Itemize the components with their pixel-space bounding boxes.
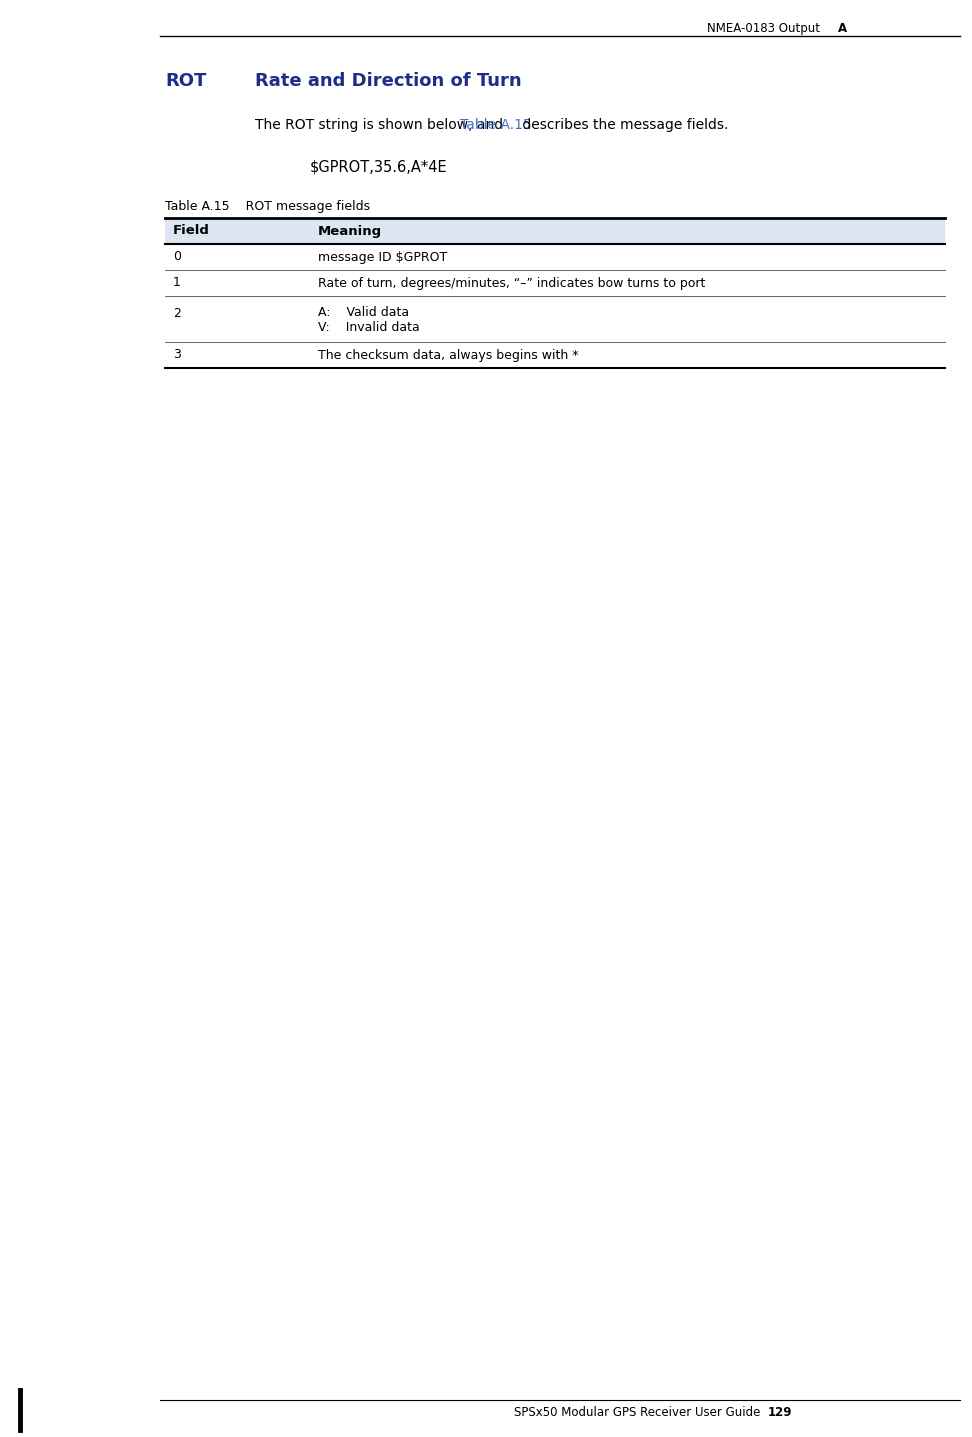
Bar (165, 218, 945, 244)
Text: 1: 1 (173, 276, 181, 289)
Text: 0: 0 (173, 250, 181, 263)
Text: Meaning: Meaning (318, 224, 382, 237)
Text: NMEA-0183 Output: NMEA-0183 Output (707, 22, 820, 34)
Text: describes the message fields.: describes the message fields. (518, 118, 729, 132)
Text: SPSx50 Modular GPS Receiver User Guide: SPSx50 Modular GPS Receiver User Guide (513, 1405, 760, 1418)
Text: 129: 129 (768, 1405, 792, 1418)
Text: A: A (838, 22, 848, 34)
Text: V:    Invalid data: V: Invalid data (318, 320, 420, 333)
Text: Field: Field (173, 224, 210, 237)
Text: $GPROT,35.6,A*4E: $GPROT,35.6,A*4E (310, 160, 448, 175)
Text: Table A.15    ROT message fields: Table A.15 ROT message fields (165, 200, 370, 213)
Text: The checksum data, always begins with *: The checksum data, always begins with * (318, 349, 578, 362)
Text: 2: 2 (173, 308, 181, 320)
Text: Table A.15: Table A.15 (460, 118, 532, 132)
Text: 3: 3 (173, 349, 181, 362)
Text: The ROT string is shown below, and: The ROT string is shown below, and (255, 118, 507, 132)
Text: Rate and Direction of Turn: Rate and Direction of Turn (255, 72, 522, 91)
Text: message ID $GPROT: message ID $GPROT (318, 250, 447, 263)
Text: Rate of turn, degrees/minutes, “–” indicates bow turns to port: Rate of turn, degrees/minutes, “–” indic… (318, 276, 706, 289)
Text: A:    Valid data: A: Valid data (318, 306, 409, 319)
Text: ROT: ROT (165, 72, 206, 91)
